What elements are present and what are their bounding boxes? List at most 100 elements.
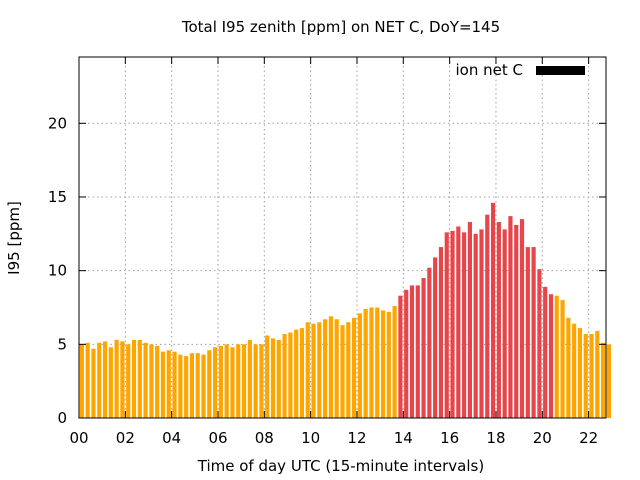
x-tick-label: 04 xyxy=(162,429,181,447)
x-tick-label: 12 xyxy=(347,429,366,447)
bar xyxy=(317,322,322,418)
y-axis-ticks: 0 5 10 15 20 xyxy=(48,114,606,427)
bar xyxy=(259,344,264,418)
bar xyxy=(224,344,229,418)
bar xyxy=(85,342,90,418)
bars xyxy=(79,202,611,418)
bar xyxy=(572,323,577,418)
bar xyxy=(479,229,484,418)
bar xyxy=(537,269,542,418)
y-axis-label: I95 [ppm] xyxy=(5,201,23,275)
bar xyxy=(496,222,501,418)
bar xyxy=(334,319,339,418)
bar xyxy=(485,214,490,418)
chart-title: Total I95 zenith [ppm] on NET C, DoY=145 xyxy=(181,18,500,36)
bar xyxy=(462,232,467,418)
x-axis-ticks: 00 02 04 06 08 10 12 14 16 18 20 22 xyxy=(69,57,598,447)
bar xyxy=(392,306,397,418)
bar xyxy=(276,339,281,418)
bar xyxy=(207,350,212,418)
bar xyxy=(375,307,380,418)
grid-lines xyxy=(79,57,606,418)
bar xyxy=(577,328,583,418)
x-tick-label: 06 xyxy=(208,429,227,447)
bar xyxy=(502,229,507,418)
bar xyxy=(583,334,588,418)
bar xyxy=(404,289,409,418)
x-tick-label: 14 xyxy=(394,429,413,447)
bar xyxy=(247,339,252,418)
bar xyxy=(114,339,119,418)
bar xyxy=(352,317,357,418)
y-tick-label: 15 xyxy=(48,188,67,206)
bar xyxy=(508,216,513,418)
bar xyxy=(357,313,362,418)
bar xyxy=(560,300,565,418)
bar xyxy=(155,345,160,418)
bar xyxy=(91,348,96,418)
bar xyxy=(189,353,195,418)
bar xyxy=(525,247,530,418)
bar xyxy=(490,202,496,418)
bar xyxy=(433,257,438,418)
bar xyxy=(566,317,571,418)
bar xyxy=(409,285,415,418)
bar xyxy=(166,350,171,418)
bar xyxy=(270,338,276,418)
bar xyxy=(201,354,206,418)
bar xyxy=(548,294,554,418)
x-tick-label: 16 xyxy=(440,429,459,447)
bar xyxy=(195,353,200,418)
bar xyxy=(79,344,84,418)
bar xyxy=(230,347,235,418)
y-tick-label: 0 xyxy=(57,409,67,427)
bar xyxy=(421,278,426,418)
bar xyxy=(120,341,125,418)
y-tick-label: 20 xyxy=(48,114,67,132)
bar xyxy=(126,344,131,418)
bar xyxy=(438,247,444,418)
bar xyxy=(554,295,559,418)
bar xyxy=(253,344,258,418)
x-tick-label: 20 xyxy=(533,429,552,447)
bar xyxy=(160,351,166,418)
bar xyxy=(305,322,310,418)
x-tick-label: 02 xyxy=(116,429,135,447)
bar xyxy=(589,334,594,418)
x-axis-label: Time of day UTC (15-minute intervals) xyxy=(197,457,484,475)
x-tick-label: 10 xyxy=(301,429,320,447)
bar xyxy=(265,335,270,418)
y-tick-label: 10 xyxy=(48,262,67,280)
bar xyxy=(323,319,328,418)
bar xyxy=(137,339,142,418)
bar xyxy=(369,307,374,418)
bar xyxy=(519,219,525,418)
bar xyxy=(241,344,247,418)
bar xyxy=(595,331,600,418)
legend: ion net C xyxy=(456,61,585,79)
bar xyxy=(473,233,478,418)
bar xyxy=(601,342,606,418)
bar xyxy=(143,342,148,418)
bar xyxy=(218,345,223,418)
bar xyxy=(184,356,189,418)
bar xyxy=(543,286,548,418)
bar xyxy=(415,285,420,418)
bar xyxy=(288,332,293,418)
legend-label: ion net C xyxy=(456,61,523,79)
bar xyxy=(299,328,305,418)
bar xyxy=(311,323,316,418)
x-tick-label: 08 xyxy=(255,429,274,447)
bar xyxy=(346,322,351,418)
bar xyxy=(282,334,287,418)
bar xyxy=(108,347,113,418)
bar xyxy=(514,224,519,418)
bar xyxy=(444,232,449,418)
bar xyxy=(467,222,472,418)
bar xyxy=(328,316,333,418)
bar xyxy=(236,344,241,418)
x-tick-label: 22 xyxy=(579,429,598,447)
legend-swatch xyxy=(536,66,585,75)
bar xyxy=(531,247,536,418)
